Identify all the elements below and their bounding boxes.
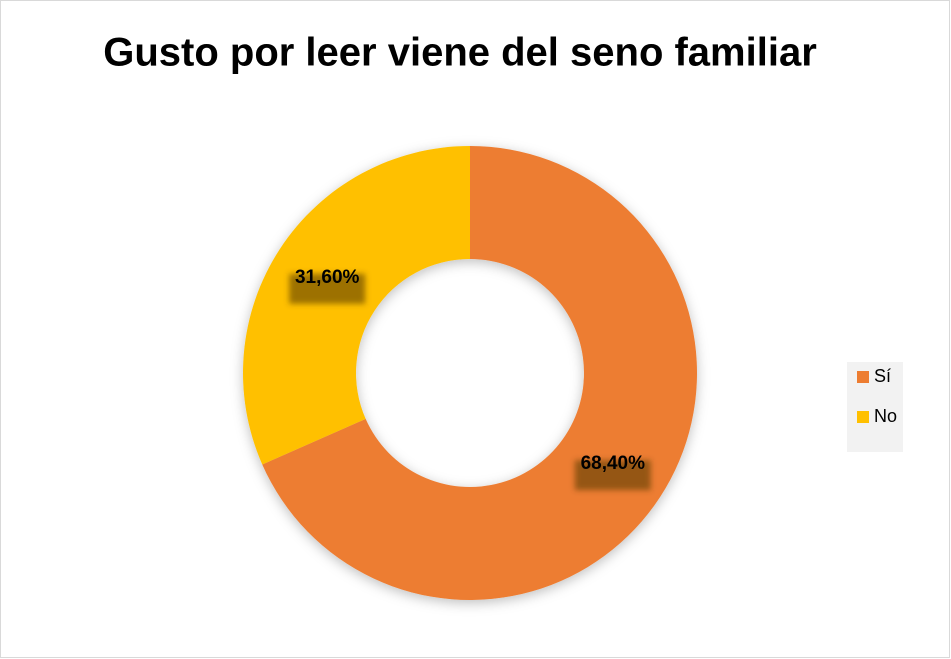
legend-swatch bbox=[857, 371, 869, 383]
legend: Sí No bbox=[857, 366, 897, 426]
data-label-box bbox=[574, 460, 651, 491]
legend-label: Sí bbox=[874, 366, 891, 386]
legend-box bbox=[847, 362, 903, 452]
data-label: 31,60% bbox=[295, 267, 360, 288]
legend-swatch bbox=[857, 411, 869, 423]
data-labels: 68,40% 31,60% bbox=[289, 267, 651, 491]
data-label: 68,40% bbox=[581, 453, 646, 474]
donut-segment bbox=[243, 146, 470, 465]
data-label-box bbox=[289, 273, 366, 304]
chart-title: Gusto por leer viene del seno familiar bbox=[103, 31, 817, 75]
legend-label: No bbox=[874, 406, 897, 426]
